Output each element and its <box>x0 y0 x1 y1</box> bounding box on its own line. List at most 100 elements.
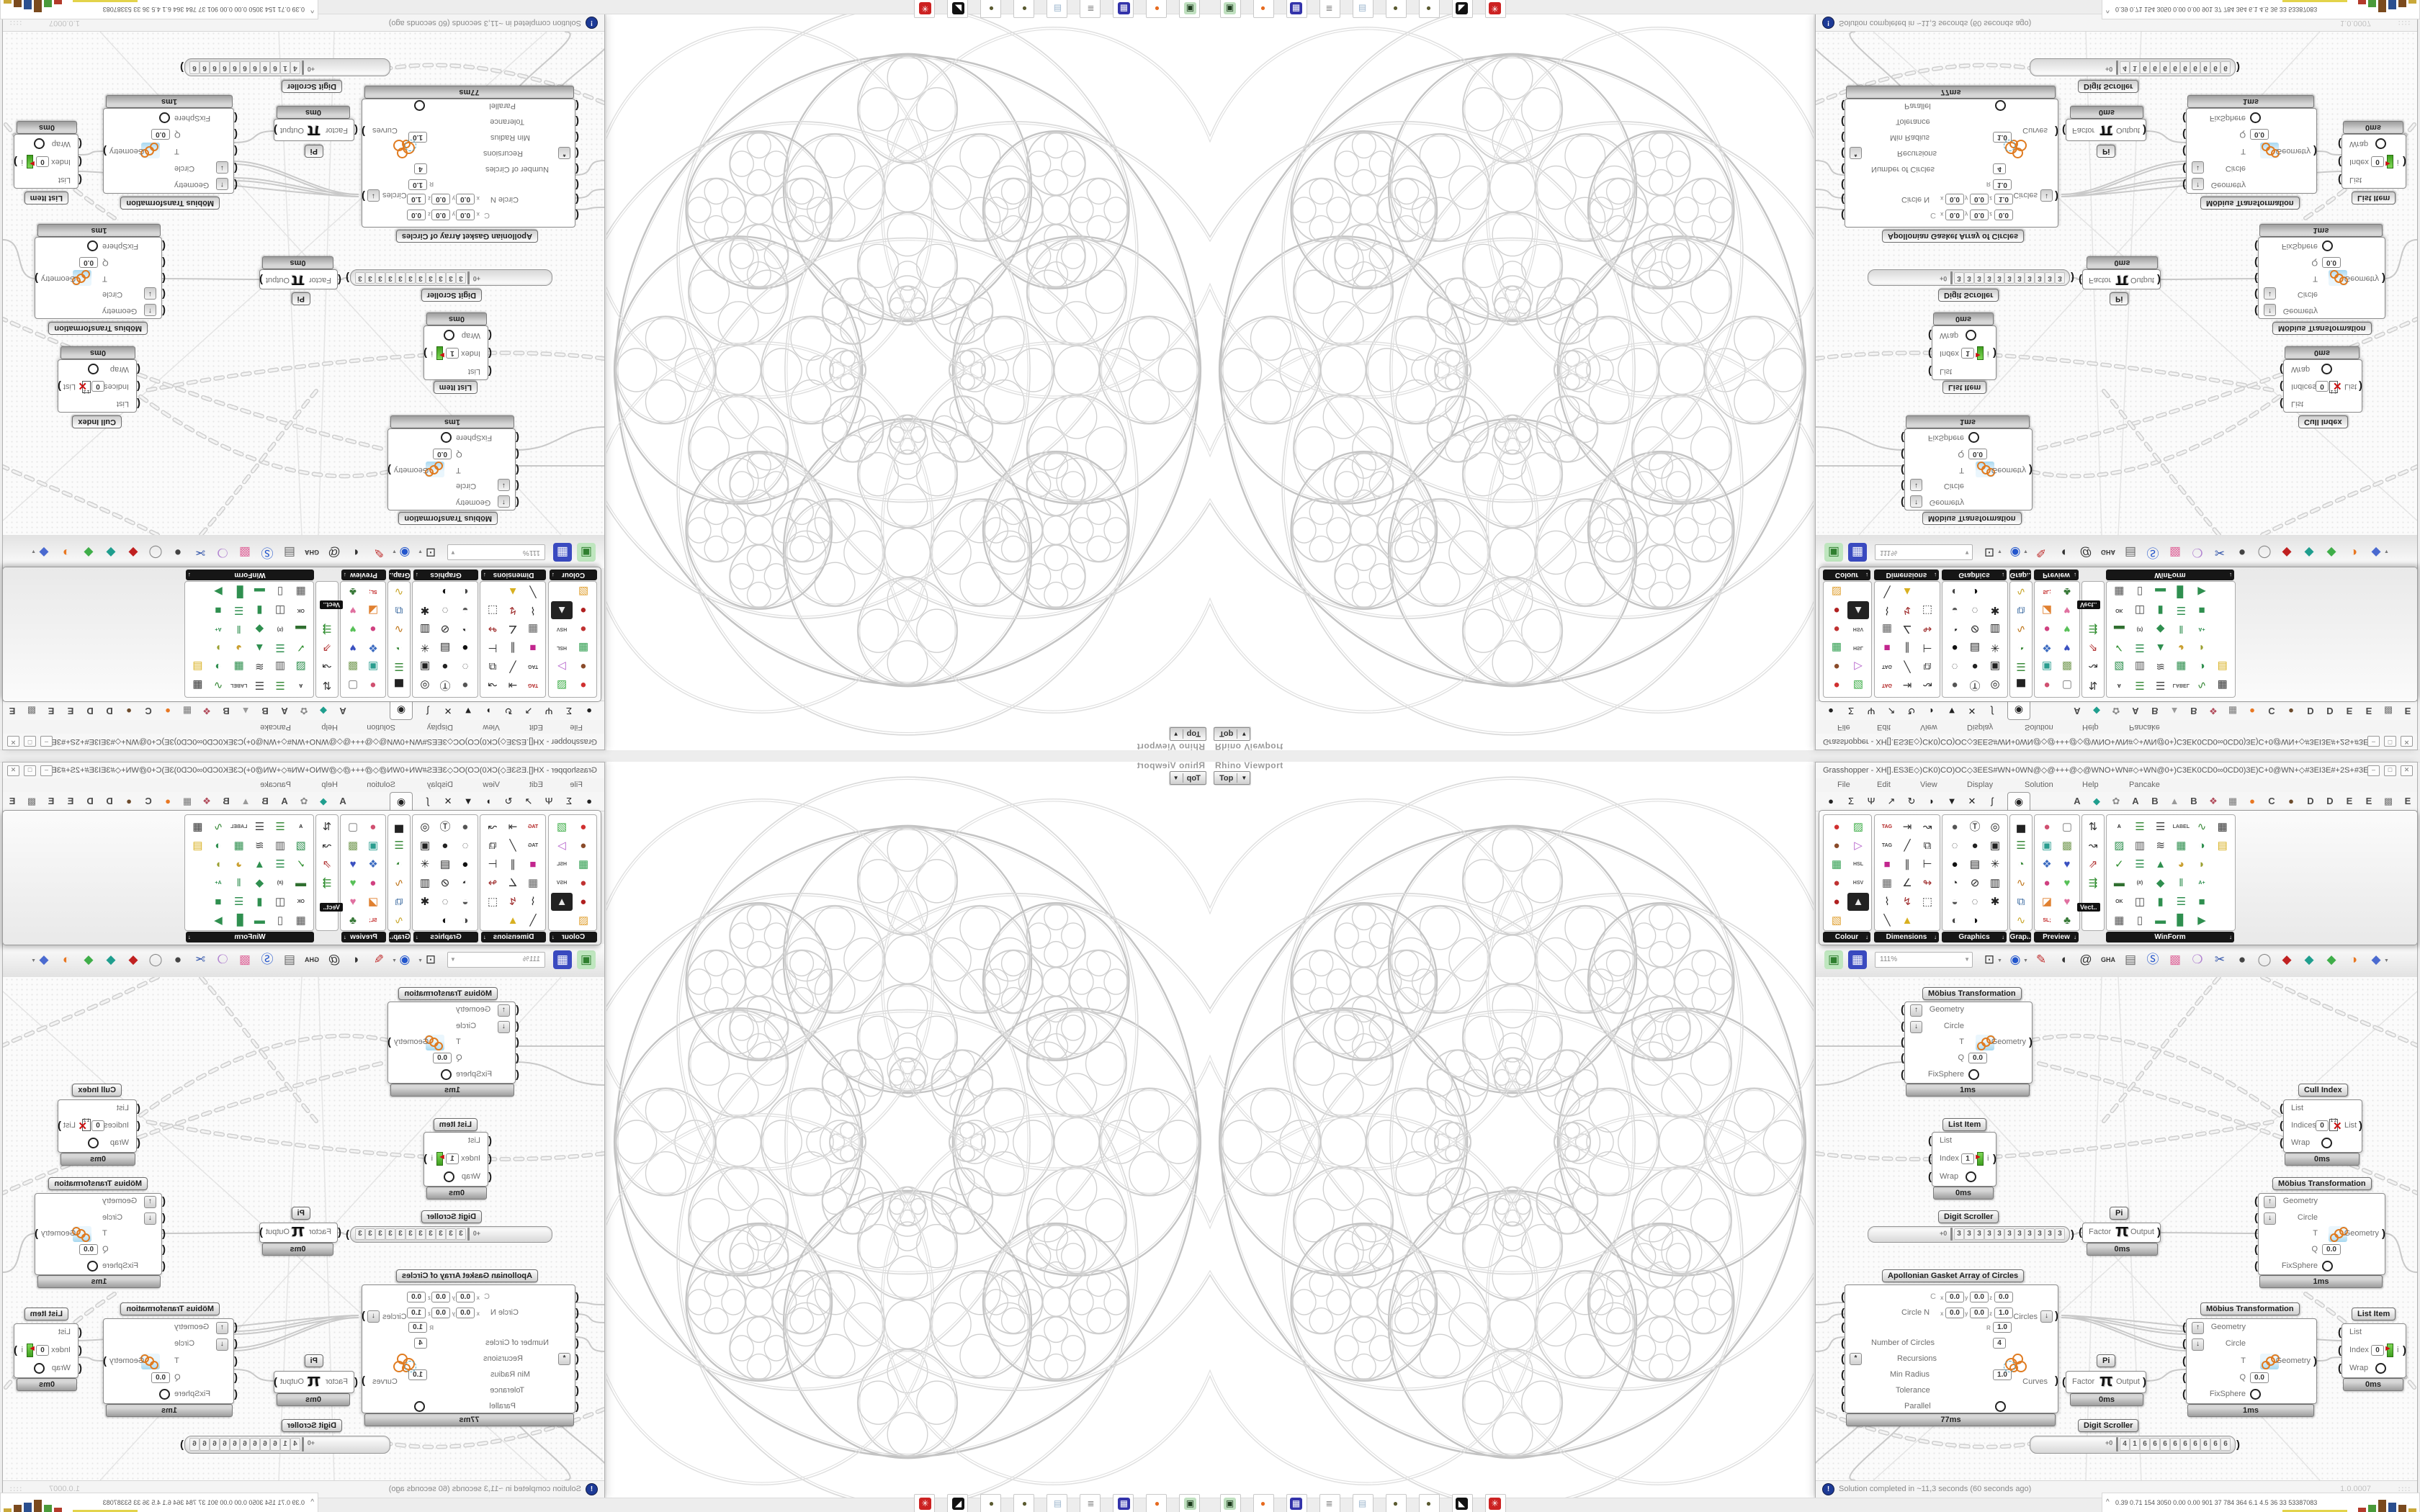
palette-icon-graphics-2[interactable]: ◎ <box>420 679 430 691</box>
category-tab-icon-8[interactable]: ʃ <box>426 706 429 716</box>
palette-icon-graphics-15[interactable]: ◐ <box>1951 585 1958 598</box>
palette-icon-dimensions-6[interactable]: ■ <box>1883 858 1891 870</box>
input-socket[interactable]: ( <box>234 128 238 140</box>
palette-icon-graphics-0[interactable]: ● <box>1951 679 1958 691</box>
palette-icon-preview-9[interactable]: ♥ <box>349 604 357 616</box>
close-button[interactable]: ✕ <box>7 765 19 776</box>
input-socket[interactable]: ( <box>162 1260 166 1272</box>
package-icon[interactable]: ▩ <box>2169 546 2182 559</box>
output-socket[interactable]: ) <box>259 274 263 286</box>
scroller-digit[interactable]: 3 <box>355 1228 365 1240</box>
plugin-tab-8[interactable]: ▦ <box>182 706 192 716</box>
input-socket[interactable]: ( <box>2254 1195 2258 1207</box>
scroller-digit[interactable]: 4 <box>2120 1438 2130 1451</box>
palette-icon-graph-3[interactable]: ∿ <box>394 623 404 635</box>
input-socket[interactable]: ( <box>1928 347 1932 359</box>
category-tab-selected-display[interactable]: ◉ <box>390 792 413 811</box>
output-socket[interactable]: ) <box>346 1228 349 1241</box>
script-scroll-icon[interactable]: ≣ <box>1080 0 1101 18</box>
preview-off-icon[interactable]: ● <box>2238 546 2246 559</box>
value-box[interactable]: 1.0 <box>1993 1322 2012 1333</box>
output-socket[interactable]: ) <box>259 1226 263 1238</box>
scroller-digit[interactable]: 3 <box>1984 1228 1994 1240</box>
palette-icon-colour-0[interactable]: ● <box>1833 821 1840 833</box>
menu-item-help[interactable]: Help <box>2082 780 2099 789</box>
input-socket[interactable]: ( <box>575 1307 579 1319</box>
disable-scissors-icon[interactable]: ✂ <box>194 546 206 559</box>
input-socket[interactable]: ( <box>1901 464 1904 476</box>
palette-icon-winform-1[interactable]: ☰ <box>275 679 285 691</box>
palette-icon-graphics-9[interactable]: ◔ <box>1951 623 1958 635</box>
input-socket[interactable]: ( <box>137 1137 140 1149</box>
disable-scissors-icon[interactable]: ✂ <box>194 953 206 966</box>
viewport-view-dropdown[interactable]: Top ▼ <box>1214 771 1251 785</box>
palette-icon-winform-0[interactable]: A <box>2117 683 2121 688</box>
plugin-tab-17[interactable]: E <box>2404 706 2411 716</box>
palette-icon-winform-18[interactable]: ▬ <box>295 877 307 889</box>
open-file-icon[interactable]: ▣ <box>577 543 596 562</box>
palette-icon-preview-8[interactable]: ◪ <box>2041 896 2053 908</box>
preview-wire-icon[interactable]: ◯ <box>2257 953 2272 966</box>
input-socket[interactable]: ( <box>162 256 166 269</box>
output-socket[interactable]: ) <box>180 1439 184 1451</box>
palette-icon-dimensions-5[interactable]: ⧉ <box>488 840 497 852</box>
palette-icon-winform-7[interactable]: ▥ <box>274 840 286 852</box>
input-socket[interactable]: ( <box>1901 1020 1904 1032</box>
palette-icon-colour-4[interactable]: ▦ <box>1831 858 1842 870</box>
palette-icon-dimensions-3[interactable]: TAG <box>527 664 539 669</box>
value-box[interactable]: 0.0 <box>1970 1308 1989 1318</box>
value-box[interactable]: 0.0 <box>456 1308 475 1318</box>
palette-icon-vector-3[interactable]: ⇶ <box>2088 623 2098 635</box>
value-box[interactable]: 4 <box>414 1338 427 1349</box>
scroller-digit[interactable]: 3 <box>426 272 436 284</box>
palette-icon-winform-34[interactable]: ▶ <box>2197 585 2206 598</box>
palette-icon-colour-10[interactable]: ▧ <box>1831 585 1842 598</box>
palette-icon-winform-15[interactable]: ◕ <box>236 858 243 870</box>
scroller-digit[interactable]: 3 <box>446 1228 456 1240</box>
gem-green-icon[interactable]: ◆ <box>84 546 94 559</box>
palette-icon-graphics-7[interactable]: ▤ <box>1969 858 1981 870</box>
palette-icon-winform-27[interactable]: ☰ <box>2176 604 2187 616</box>
palette-icon-graphics-6[interactable]: ● <box>1951 642 1958 654</box>
scroller-digit[interactable]: 6 <box>240 1438 250 1451</box>
category-tab-icon-6[interactable]: ▼ <box>463 796 473 806</box>
rhino-icon[interactable]: ◣ <box>947 0 968 18</box>
palette-icon-winform-2[interactable]: ☰ <box>2155 821 2166 833</box>
flatten-icon[interactable]: ↓ <box>1910 1021 1922 1033</box>
palette-icon-graph-1[interactable]: ☰ <box>2016 660 2026 672</box>
palette-icon-colour-5[interactable]: HSL <box>1853 645 1863 650</box>
input-socket[interactable]: ( <box>162 288 166 300</box>
component-label[interactable]: Pi <box>2097 145 2116 158</box>
palette-icon-dimensions-15[interactable]: ╲ <box>1883 585 1891 598</box>
plugin-tab-14[interactable]: E <box>67 706 74 716</box>
input-socket[interactable]: ( <box>516 1036 519 1048</box>
value-box[interactable]: 0.0 <box>151 129 170 140</box>
input-socket[interactable]: ( <box>2182 112 2186 124</box>
palette-icon-winform-5[interactable]: ▦ <box>2217 821 2228 833</box>
sketch-pen-icon[interactable]: ✎ <box>373 546 385 559</box>
value-box[interactable]: 0.0 <box>2250 1372 2269 1383</box>
palette-icon-graphics-10[interactable]: ⊘ <box>440 623 450 635</box>
value-box[interactable]: 0.0 <box>1968 1053 1987 1063</box>
input-socket[interactable]: ( <box>2280 363 2283 375</box>
palette-icon-graphics-11[interactable]: ▥ <box>1989 623 2001 635</box>
palette-tab-dimensions[interactable]: Dimensions ↓ <box>1874 570 1939 580</box>
drive-app-icon[interactable]: ▣ <box>1179 1494 1200 1512</box>
scroller-digit[interactable]: 4 <box>2120 61 2130 74</box>
menu-item-help[interactable]: Help <box>321 723 338 732</box>
output-socket[interactable]: ) <box>2055 190 2058 202</box>
plugin-tab-11[interactable]: ● <box>2288 796 2294 806</box>
value-box[interactable]: 0.0 <box>151 1372 170 1383</box>
menu-item-display[interactable]: Display <box>426 780 453 789</box>
input-socket[interactable]: ( <box>575 99 579 112</box>
output-socket[interactable]: ) <box>2157 274 2161 286</box>
close-button[interactable]: ✕ <box>7 736 19 747</box>
input-socket[interactable]: ( <box>234 145 238 157</box>
firefox-icon[interactable]: ● <box>1253 0 1274 18</box>
component-label[interactable]: Möbius Transformation <box>1922 512 2022 525</box>
input-socket[interactable]: ( <box>79 174 82 186</box>
output-socket[interactable]: ) <box>274 124 277 136</box>
input-socket[interactable]: ( <box>2182 162 2186 174</box>
digit-scroller[interactable]: +0 3 3 3 3 3 3 3 3 3 3 3) <box>1868 269 2074 286</box>
